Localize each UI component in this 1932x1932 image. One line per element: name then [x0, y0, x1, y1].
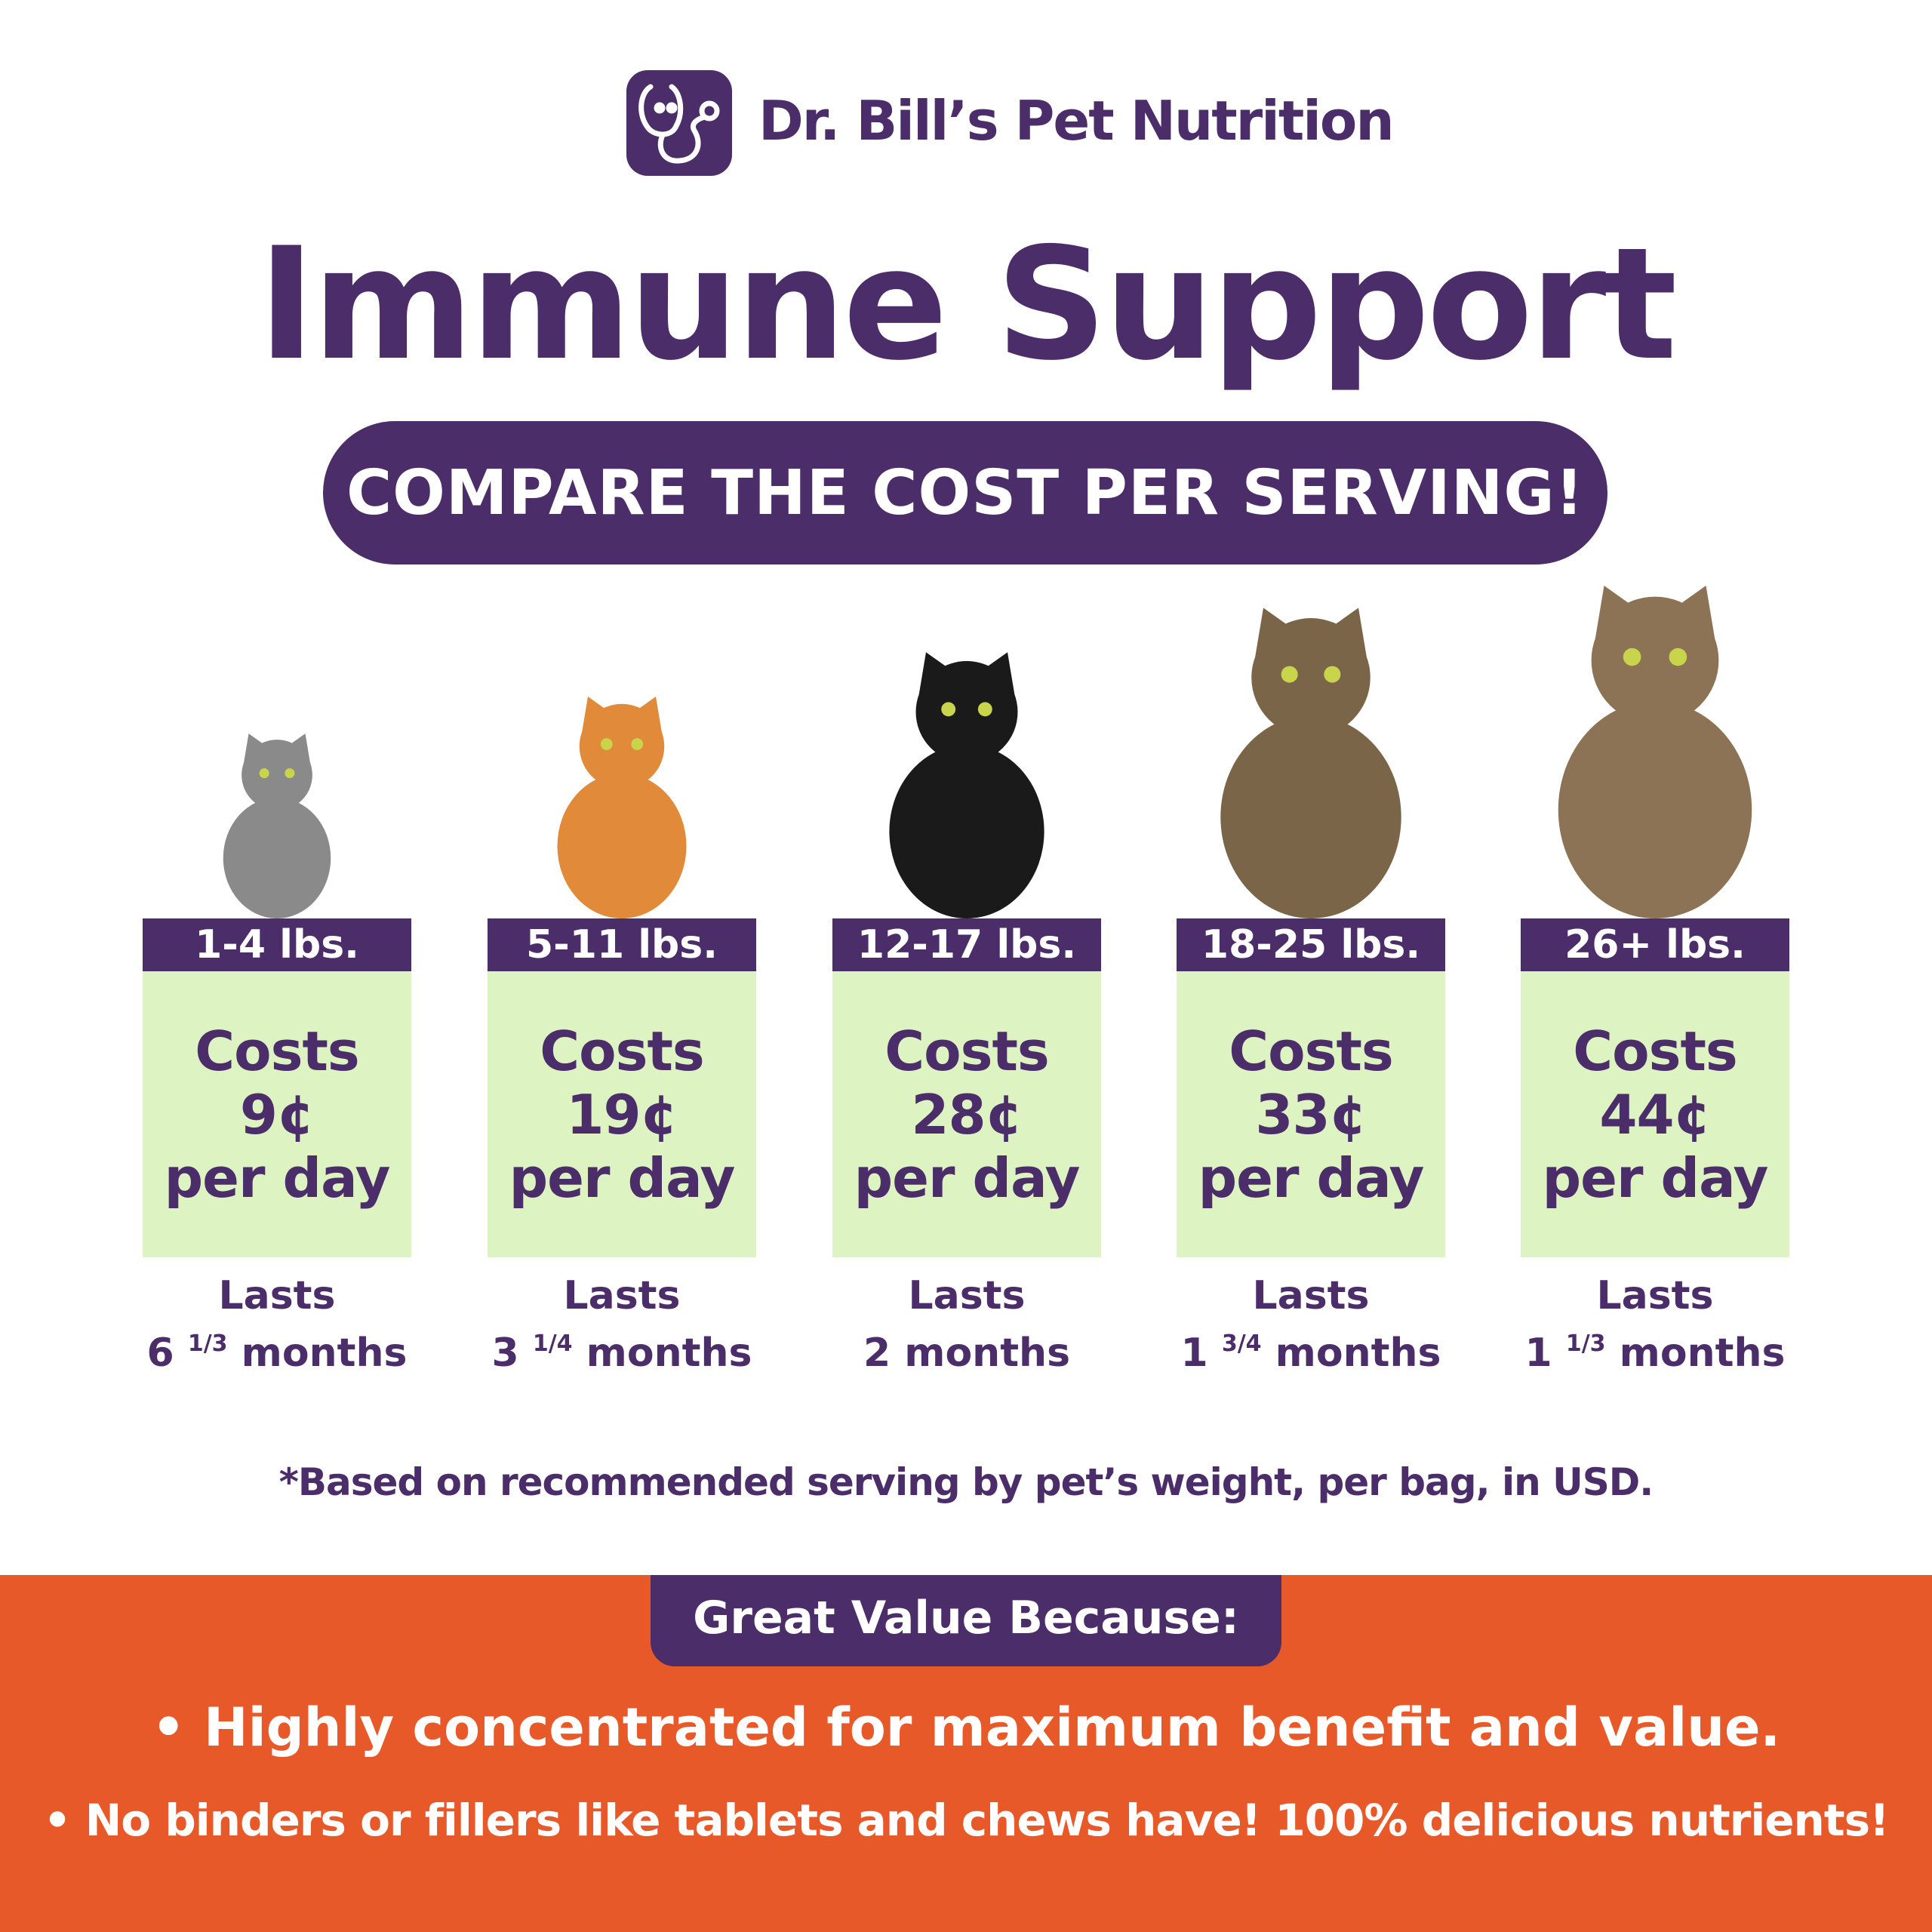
- lasts-label: Lasts: [908, 1273, 1026, 1318]
- duration-unit: months: [1275, 1331, 1441, 1376]
- weight-label: 26+ lbs.: [1521, 918, 1789, 971]
- costs-label: Costs: [540, 1019, 704, 1083]
- costs-label: Costs: [1573, 1019, 1737, 1083]
- tier-card: 5-11 lbs. Costs 19¢ per day Lasts 3 1/4 …: [488, 581, 756, 1376]
- cat-image: [889, 652, 1044, 918]
- price: 19¢: [566, 1082, 678, 1146]
- lasts-label: Lasts: [1252, 1273, 1370, 1318]
- value-bullet: • Highly concentrated for maximum benefi…: [151, 1697, 1781, 1758]
- duration-whole: 1: [1180, 1331, 1208, 1376]
- duration: Lasts 2 months: [802, 1272, 1131, 1377]
- weight-label: 18-25 lbs.: [1177, 918, 1445, 971]
- per-day: per day: [1198, 1146, 1425, 1210]
- weight-label: 5-11 lbs.: [488, 918, 756, 971]
- tier-card: 18-25 lbs. Costs 33¢ per day Lasts 1 3/4…: [1177, 581, 1445, 1376]
- duration: Lasts 6 1/3 months: [112, 1272, 441, 1377]
- duration-unit: months: [904, 1331, 1071, 1376]
- cat-image: [1558, 586, 1752, 918]
- costs-label: Costs: [195, 1019, 359, 1083]
- duration-fraction: 1/3: [187, 1331, 228, 1357]
- cat-image: [557, 697, 687, 918]
- per-day: per day: [509, 1146, 736, 1210]
- weight-label: 1-4 lbs.: [143, 918, 411, 971]
- cost-box: Costs 33¢ per day: [1177, 971, 1445, 1257]
- per-day: per day: [854, 1146, 1081, 1210]
- lasts-label: Lasts: [563, 1273, 681, 1318]
- cat-image: [1220, 608, 1401, 918]
- value-bullet: • No binders or fillers like tablets and…: [43, 1795, 1889, 1846]
- duration-fraction: 1/4: [532, 1331, 573, 1357]
- duration-unit: months: [586, 1331, 752, 1376]
- price: 9¢: [239, 1082, 315, 1146]
- cat-image: [223, 734, 331, 918]
- duration-whole: 6: [146, 1331, 174, 1376]
- page-title: Immune Support: [257, 215, 1678, 395]
- logo-icon: [626, 70, 732, 176]
- duration: Lasts 1 1/3 months: [1491, 1272, 1820, 1377]
- duration-whole: 2: [863, 1331, 891, 1376]
- costs-label: Costs: [884, 1019, 1049, 1083]
- value-heading: Great Value Because:: [651, 1575, 1281, 1666]
- price: 44¢: [1599, 1082, 1711, 1146]
- lasts-label: Lasts: [218, 1273, 336, 1318]
- weight-label: 12-17 lbs.: [832, 918, 1101, 971]
- duration-unit: months: [241, 1331, 408, 1376]
- footnote: *Based on recommended serving by pet’s w…: [278, 1460, 1654, 1504]
- lasts-label: Lasts: [1596, 1273, 1714, 1318]
- tier-card: 26+ lbs. Costs 44¢ per day Lasts 1 1/3 m…: [1521, 581, 1789, 1376]
- duration-whole: 3: [491, 1331, 519, 1376]
- brand-name: Dr. Bill’s Pet Nutrition: [758, 89, 1395, 152]
- per-day: per day: [164, 1146, 391, 1210]
- duration-unit: months: [1619, 1331, 1786, 1376]
- duration: Lasts 3 1/4 months: [457, 1272, 786, 1377]
- tier-card: 12-17 lbs. Costs 28¢ per day Lasts 2 mon…: [832, 581, 1101, 1376]
- price: 33¢: [1255, 1082, 1367, 1146]
- duration-fraction: 3/4: [1221, 1331, 1262, 1357]
- price: 28¢: [911, 1082, 1023, 1146]
- duration: Lasts 1 3/4 months: [1146, 1272, 1475, 1377]
- per-day: per day: [1542, 1146, 1769, 1210]
- cost-box: Costs 19¢ per day: [488, 971, 756, 1257]
- compare-banner: COMPARE THE COST PER SERVING!: [323, 421, 1607, 565]
- cost-box: Costs 44¢ per day: [1521, 971, 1789, 1257]
- cost-box: Costs 9¢ per day: [143, 971, 411, 1257]
- cost-box: Costs 28¢ per day: [832, 971, 1101, 1257]
- tier-card: 1-4 lbs. Costs 9¢ per day Lasts 6 1/3 mo…: [143, 581, 411, 1376]
- costs-label: Costs: [1229, 1019, 1393, 1083]
- duration-whole: 1: [1524, 1331, 1552, 1376]
- duration-fraction: 1/3: [1565, 1331, 1606, 1357]
